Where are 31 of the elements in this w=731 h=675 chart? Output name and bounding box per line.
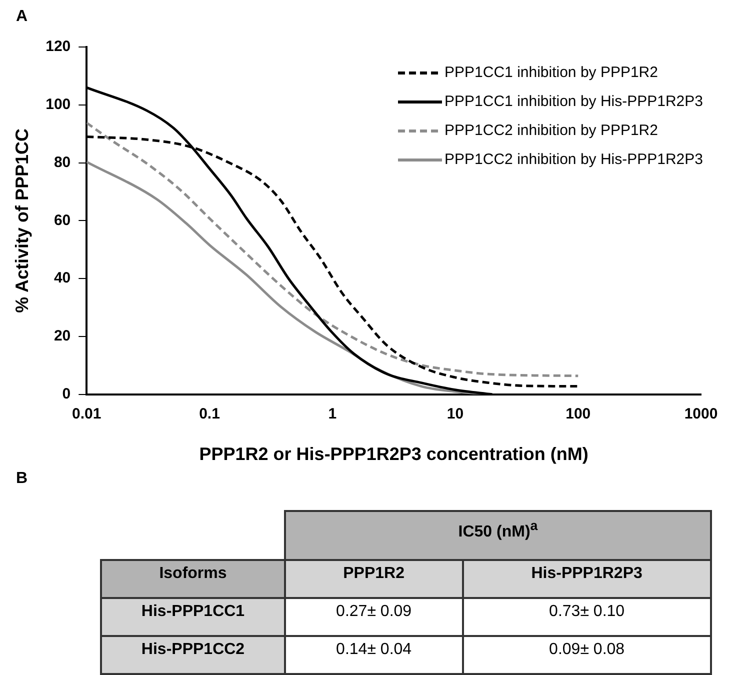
- x-tick-label: 0.01: [72, 406, 102, 423]
- x-tick-label: 100: [566, 406, 591, 423]
- legend-label: PPP1CC2 inhibition by His-PPP1R2P3: [444, 151, 703, 168]
- y-tick-label: 0: [62, 386, 71, 403]
- x-tick-label: 0.1: [199, 406, 220, 423]
- text: 0.14± 0.04: [285, 636, 463, 674]
- legend-label: PPP1CC1 inhibition by PPP1R2: [444, 64, 658, 81]
- x-tick-label: 1: [328, 406, 337, 423]
- x-tick-label: 10: [446, 406, 464, 423]
- y-tick-label: 80: [54, 154, 71, 171]
- text: 0.73± 0.10: [462, 598, 711, 636]
- chart-title: A: [15, 8, 29, 27]
- y-tick-label: 40: [54, 270, 71, 287]
- text: IC50 (nM)$^{a}$: [285, 511, 711, 560]
- legend-label: PPP1CC2 inhibition by PPP1R2: [444, 122, 658, 139]
- y-tick-label: 20: [54, 328, 71, 345]
- y-tick-label: 120: [46, 38, 71, 56]
- text: PPP1R2: [285, 560, 463, 598]
- y-tick-label: 100: [46, 96, 71, 114]
- text: B: [15, 470, 29, 489]
- legend-label: PPP1CC1 inhibition by His-PPP1R2P3: [444, 93, 703, 110]
- text: His-PPP1CC1: [101, 598, 285, 636]
- x-axis-title: PPP1R2 or His-PPP1R2P3 concentration (nM): [199, 444, 588, 464]
- text: Isoforms: [101, 560, 285, 598]
- text: His-PPP1CC2: [101, 636, 285, 674]
- x-tick-label: 1000: [684, 406, 718, 423]
- y-tick-label: 60: [54, 212, 71, 229]
- y-axis-title: % Activity of PPP1CC: [12, 128, 32, 313]
- text: 0.27± 0.09: [285, 598, 463, 636]
- text: 0.09± 0.08: [462, 636, 711, 674]
- text: His-PPP1R2P3: [462, 560, 711, 598]
